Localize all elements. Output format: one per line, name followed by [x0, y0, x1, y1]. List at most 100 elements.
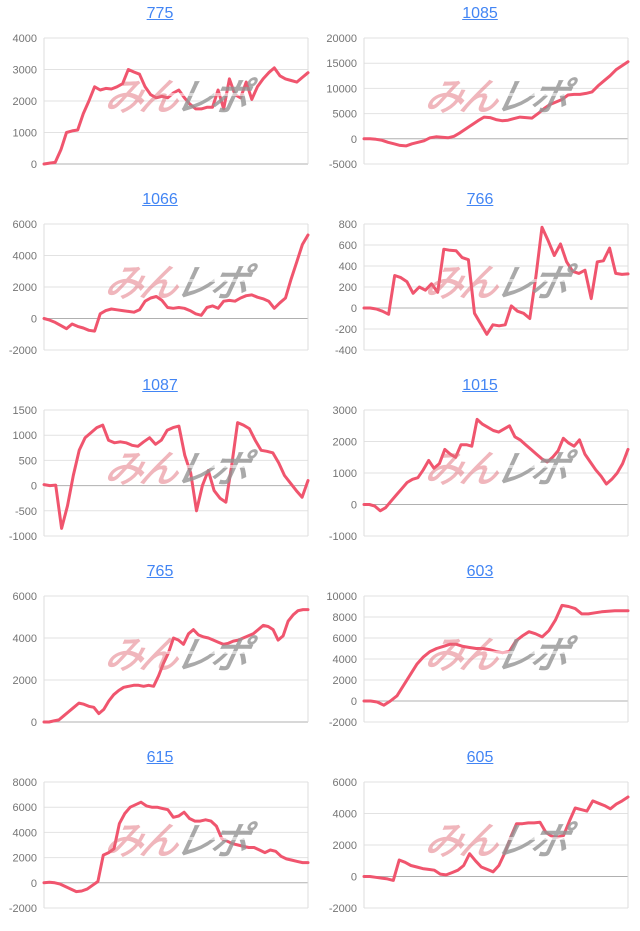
y-tick-label: 2000: [13, 675, 37, 687]
y-tick-label: 6000: [13, 219, 37, 231]
chart-title-link[interactable]: 766: [466, 191, 494, 208]
chart-title-row: 1085: [320, 0, 640, 26]
y-tick-label: 2000: [13, 282, 37, 294]
chart-cell: 775 0 1000 2000 3000 4000 みんレポ: [0, 0, 320, 186]
chart-cell: 603 -2000 0 2000 4000 6000 8000 10000 みんレポ: [320, 558, 640, 744]
line-chart-svg: -2000 0 2000 4000 6000: [329, 777, 630, 915]
y-tick-label: 2000: [333, 675, 357, 687]
y-tick-label: 0: [31, 481, 37, 493]
y-tick-label: 200: [339, 282, 357, 294]
chart-plot: -1000 0 1000 2000 3000 みんレポ: [320, 398, 640, 550]
y-tick-label: 600: [339, 240, 357, 252]
y-tick-label: 3000: [13, 65, 37, 77]
y-tick-label: 4000: [13, 33, 37, 45]
chart-plot: -5000 0 5000 10000 15000 20000 みんレポ: [320, 26, 640, 178]
y-tick-label: 6000: [13, 802, 37, 814]
series-line: [362, 225, 630, 336]
y-tick-label: 6000: [333, 633, 357, 645]
chart-cell: 766 -400 -200 0 200 400 600 800 みんレポ: [320, 186, 640, 372]
chart-plot: -2000 0 2000 4000 6000 8000 10000 みんレポ: [320, 584, 640, 736]
y-tick-label: 0: [31, 717, 37, 729]
y-tick-label: 2000: [13, 96, 37, 108]
y-tick-label: 1000: [13, 430, 37, 442]
y-tick-label: 10000: [326, 591, 357, 603]
chart-cell: 615 -2000 0 2000 4000 6000 8000 みんレポ: [0, 744, 320, 930]
line-chart-svg: 0 1000 2000 3000 4000: [13, 33, 310, 171]
y-tick-label: -500: [15, 506, 37, 518]
y-tick-label: 4000: [13, 633, 37, 645]
y-tick-label: -2000: [9, 345, 37, 357]
y-tick-label: 800: [339, 219, 357, 231]
series-line: [42, 66, 310, 166]
chart-title-row: 1066: [0, 186, 320, 212]
y-tick-label: -1000: [9, 531, 37, 543]
y-tick-label: 500: [19, 455, 37, 467]
chart-cell: 1087 -1000 -500 0 500 1000 1500 みんレポ: [0, 372, 320, 558]
chart-title-link[interactable]: 765: [146, 563, 174, 580]
series-line: [362, 603, 630, 707]
y-tick-label: 8000: [333, 612, 357, 624]
y-tick-label: 1000: [333, 468, 357, 480]
series-line: [362, 60, 630, 148]
chart-title-row: 765: [0, 558, 320, 584]
chart-cell: 1015 -1000 0 1000 2000 3000 みんレポ: [320, 372, 640, 558]
y-tick-label: 4000: [13, 251, 37, 263]
y-tick-label: 0: [351, 134, 357, 146]
y-tick-label: 2000: [333, 840, 357, 852]
chart-title-link[interactable]: 775: [146, 5, 174, 22]
y-tick-label: 400: [339, 261, 357, 273]
chart-plot: 0 1000 2000 3000 4000 みんレポ: [0, 26, 320, 178]
chart-title-link[interactable]: 1087: [142, 377, 178, 394]
y-tick-label: -1000: [329, 531, 357, 543]
y-tick-label: 6000: [13, 591, 37, 603]
chart-title-row: 603: [320, 558, 640, 584]
chart-plot: -2000 0 2000 4000 6000 みんレポ: [320, 770, 640, 922]
y-tick-label: 0: [31, 159, 37, 171]
line-chart-svg: -2000 0 2000 4000 6000: [9, 219, 310, 357]
chart-title-row: 615: [0, 744, 320, 770]
y-tick-label: 0: [31, 878, 37, 890]
chart-cell: 1066 -2000 0 2000 4000 6000 みんレポ: [0, 186, 320, 372]
y-tick-label: 0: [31, 314, 37, 326]
y-tick-label: -2000: [329, 717, 357, 729]
series-line: [42, 421, 310, 530]
y-tick-label: -2000: [9, 903, 37, 915]
chart-plot: -1000 -500 0 500 1000 1500 みんレポ: [0, 398, 320, 550]
y-tick-label: 0: [351, 500, 357, 512]
series-line: [42, 800, 310, 894]
y-tick-label: -2000: [329, 903, 357, 915]
y-tick-label: 10000: [326, 83, 357, 95]
chart-title-link[interactable]: 1085: [462, 5, 498, 22]
y-tick-label: 0: [351, 303, 357, 315]
chart-title-link[interactable]: 1066: [142, 191, 178, 208]
chart-plot: -2000 0 2000 4000 6000 8000 みんレポ: [0, 770, 320, 922]
chart-cell: 765 0 2000 4000 6000 みんレポ: [0, 558, 320, 744]
y-tick-label: 5000: [333, 109, 357, 121]
y-tick-label: -200: [335, 324, 357, 336]
chart-plot: -2000 0 2000 4000 6000 みんレポ: [0, 212, 320, 364]
series-line: [362, 417, 630, 513]
y-tick-label: 15000: [326, 58, 357, 70]
chart-title-row: 766: [320, 186, 640, 212]
chart-plot: -400 -200 0 200 400 600 800 みんレポ: [320, 212, 640, 364]
line-chart-svg: -2000 0 2000 4000 6000 8000 10000: [326, 591, 630, 729]
chart-title-link[interactable]: 605: [466, 749, 494, 766]
chart-title-link[interactable]: 1015: [462, 377, 498, 394]
line-chart-svg: -5000 0 5000 10000 15000 20000: [326, 33, 630, 171]
chart-title-row: 775: [0, 0, 320, 26]
chart-title-row: 1015: [320, 372, 640, 398]
y-tick-label: -5000: [329, 159, 357, 171]
chart-plot: 0 2000 4000 6000 みんレポ: [0, 584, 320, 736]
series-line: [42, 233, 310, 333]
chart-cell: 605 -2000 0 2000 4000 6000 みんレポ: [320, 744, 640, 930]
chart-cell: 1085 -5000 0 5000 10000 15000 20000 みんレポ: [320, 0, 640, 186]
chart-title-link[interactable]: 615: [146, 749, 174, 766]
y-tick-label: 6000: [333, 777, 357, 789]
chart-title-link[interactable]: 603: [466, 563, 494, 580]
y-tick-label: 20000: [326, 33, 357, 45]
y-tick-label: 1000: [13, 128, 37, 140]
y-tick-label: 4000: [333, 809, 357, 821]
series-line: [362, 795, 630, 882]
y-tick-label: 1500: [13, 405, 37, 417]
line-chart-svg: -400 -200 0 200 400 600 800: [335, 219, 630, 357]
